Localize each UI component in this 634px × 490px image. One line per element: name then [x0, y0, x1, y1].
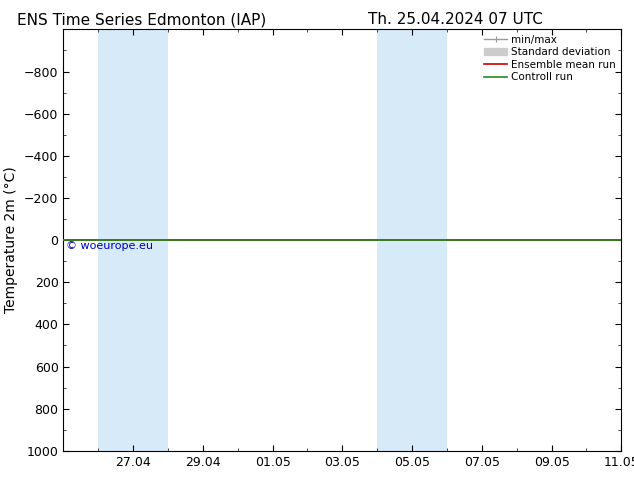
Bar: [98, 29, 168, 451]
Legend: min/max, Standard deviation, Ensemble mean run, Controll run: min/max, Standard deviation, Ensemble me…: [482, 32, 618, 84]
Text: © woeurope.eu: © woeurope.eu: [66, 242, 153, 251]
Y-axis label: Temperature 2m (°C): Temperature 2m (°C): [4, 167, 18, 314]
Bar: [377, 29, 447, 451]
Text: Th. 25.04.2024 07 UTC: Th. 25.04.2024 07 UTC: [368, 12, 543, 27]
Text: ENS Time Series Edmonton (IAP): ENS Time Series Edmonton (IAP): [17, 12, 266, 27]
